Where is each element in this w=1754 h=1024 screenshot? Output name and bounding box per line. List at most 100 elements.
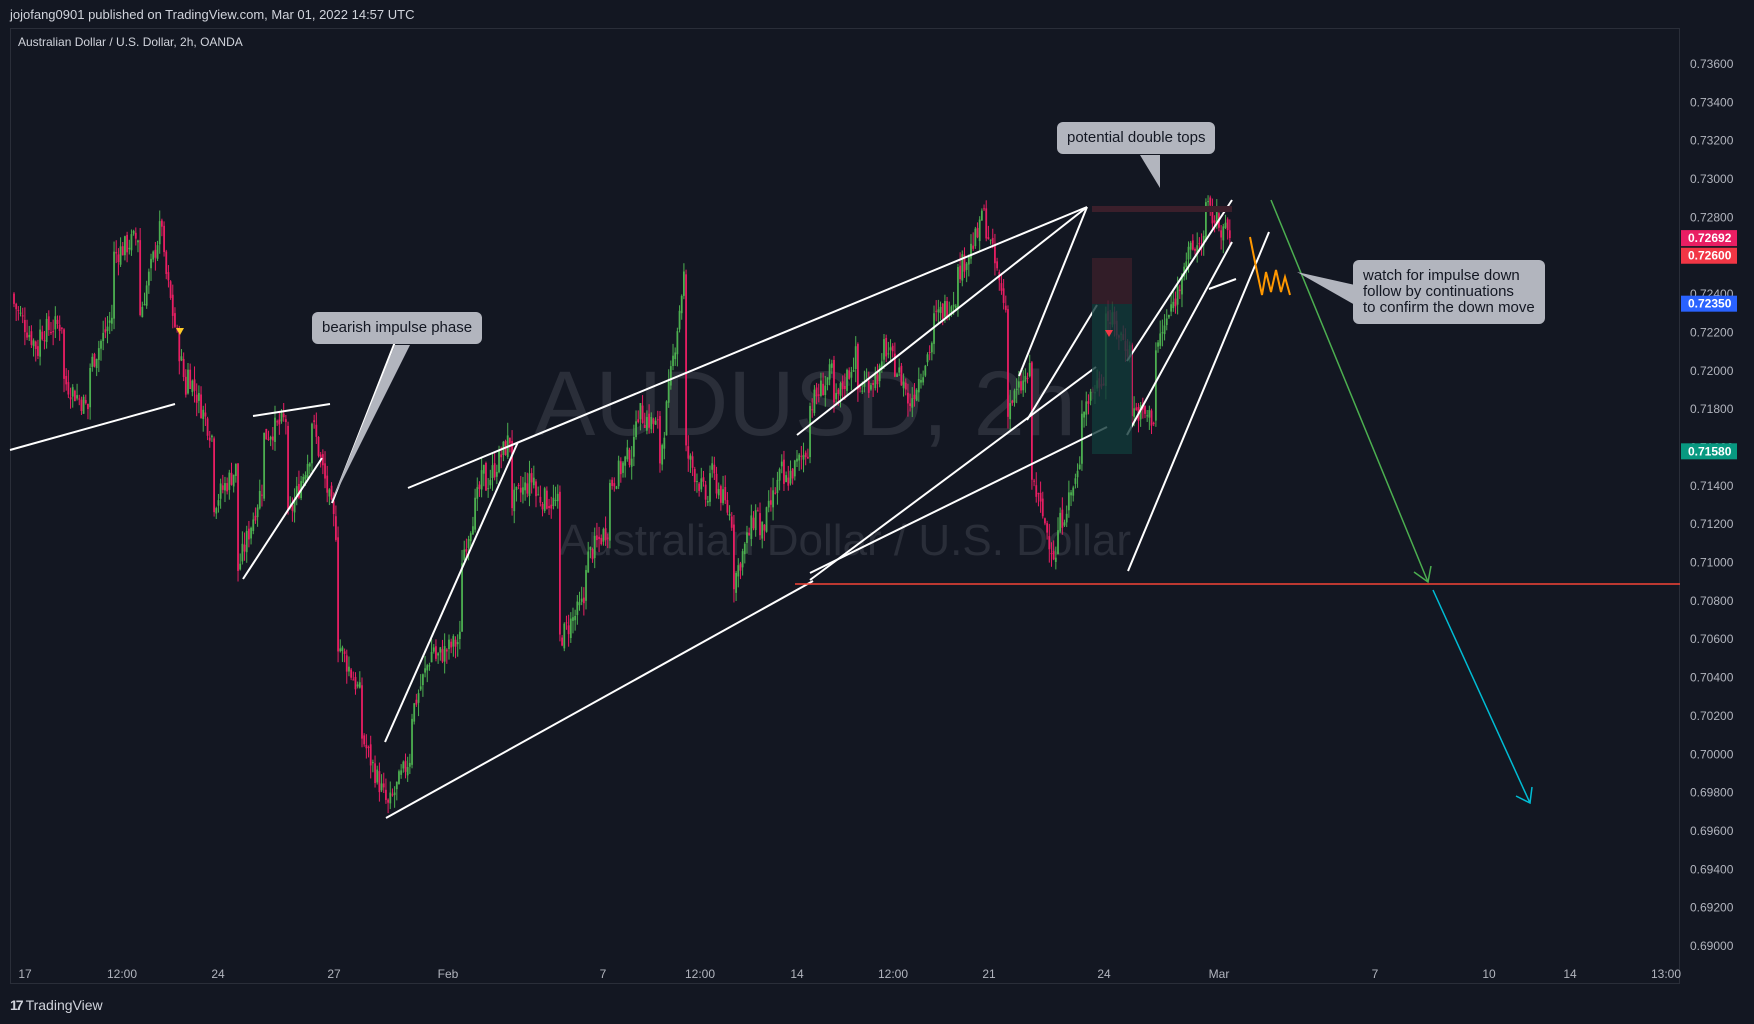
candle-body bbox=[130, 234, 133, 251]
candle-body bbox=[165, 251, 168, 274]
y-tick-label: 0.69600 bbox=[1690, 824, 1734, 838]
candle-body bbox=[863, 381, 866, 387]
candle-body bbox=[363, 735, 366, 745]
candle-body bbox=[961, 254, 964, 281]
candle-body bbox=[319, 454, 322, 457]
candle-body bbox=[143, 304, 146, 306]
candle-body bbox=[60, 327, 63, 329]
x-tick-label: 24 bbox=[211, 967, 225, 981]
candle-body bbox=[469, 533, 472, 542]
candle-body bbox=[861, 390, 864, 392]
candle-body bbox=[559, 491, 561, 635]
candle-body bbox=[408, 762, 411, 767]
candle-body bbox=[352, 679, 355, 681]
trendline bbox=[385, 580, 814, 819]
candle-body bbox=[609, 482, 611, 541]
candle-body bbox=[548, 506, 550, 509]
candle-body bbox=[476, 487, 479, 499]
candle-body bbox=[774, 492, 777, 494]
candle-body bbox=[939, 306, 942, 313]
candle-body bbox=[393, 792, 396, 796]
candle-body bbox=[519, 487, 522, 493]
candle-body bbox=[398, 771, 400, 785]
candle-body bbox=[426, 665, 429, 671]
trendline bbox=[407, 206, 1088, 489]
candle-body bbox=[250, 527, 252, 539]
candle-body bbox=[791, 468, 794, 479]
candle-body bbox=[1050, 553, 1053, 555]
candle-body bbox=[317, 436, 320, 456]
candle-body bbox=[802, 454, 805, 460]
candle-body bbox=[630, 458, 633, 467]
candle-body bbox=[683, 271, 685, 296]
candle-body bbox=[47, 316, 50, 330]
candle-body bbox=[139, 240, 142, 315]
x-tick-label: 13:00 bbox=[1651, 967, 1681, 981]
chart-frame[interactable] bbox=[10, 28, 1680, 984]
candle-body bbox=[224, 483, 226, 491]
y-tick-label: 0.71200 bbox=[1690, 517, 1734, 531]
candle-body bbox=[1044, 518, 1046, 524]
candle-body bbox=[959, 265, 962, 280]
callout-pointer-watch bbox=[1297, 272, 1355, 305]
candle-body bbox=[685, 274, 687, 446]
candle-body bbox=[67, 382, 70, 395]
candle-body bbox=[63, 329, 65, 379]
tradingview-logo-icon: 17 bbox=[10, 997, 24, 1013]
candle-body bbox=[702, 477, 705, 482]
legend-symbol: Australian Dollar / U.S. Dollar, 2h, OAN… bbox=[18, 35, 243, 49]
candle-body bbox=[1022, 380, 1025, 391]
candle-body bbox=[991, 237, 994, 244]
candle-body bbox=[1002, 288, 1005, 303]
trendline bbox=[1127, 231, 1270, 572]
candle-body bbox=[152, 251, 155, 260]
candle-body bbox=[371, 762, 374, 764]
candle-body bbox=[876, 374, 879, 385]
candle-body bbox=[84, 400, 87, 404]
candle-body bbox=[922, 377, 925, 383]
candle-body bbox=[1220, 230, 1223, 238]
candle-body bbox=[944, 301, 946, 317]
candle-body bbox=[435, 646, 437, 659]
candle-body bbox=[78, 398, 81, 400]
candle-body bbox=[994, 244, 996, 264]
candle-body bbox=[613, 483, 616, 487]
price-chart[interactable]: AUDUSD, 2h Australian Dollar / U.S. Doll… bbox=[0, 0, 1754, 992]
candle-body bbox=[1213, 220, 1216, 223]
candle-body bbox=[848, 370, 851, 379]
candle-body bbox=[110, 317, 113, 324]
candle-body bbox=[167, 272, 170, 281]
candle-body bbox=[972, 245, 975, 249]
candle-body bbox=[182, 358, 185, 377]
candle-body bbox=[787, 477, 790, 486]
candle-body bbox=[946, 301, 948, 317]
candle-body bbox=[1013, 390, 1016, 403]
candle-body bbox=[328, 489, 331, 497]
x-tick-label: 24 bbox=[1097, 967, 1111, 981]
candle-body bbox=[582, 597, 585, 604]
candle-body bbox=[820, 380, 822, 396]
candle-body bbox=[422, 674, 424, 686]
candle-body bbox=[839, 383, 842, 396]
candle-body bbox=[513, 489, 516, 512]
candle-body bbox=[37, 346, 39, 356]
candle-body bbox=[970, 243, 972, 259]
x-tick-label: 7 bbox=[1372, 967, 1379, 981]
y-tick-label: 0.70600 bbox=[1690, 632, 1734, 646]
arrow-green-head bbox=[1413, 565, 1432, 584]
candle-body bbox=[474, 497, 476, 530]
candle-body bbox=[108, 320, 111, 323]
candle-body bbox=[883, 339, 885, 360]
short-position-risk bbox=[1092, 258, 1132, 304]
candle-body bbox=[843, 386, 846, 390]
candle-body bbox=[417, 693, 420, 703]
candle-body bbox=[265, 428, 268, 440]
candle-body bbox=[280, 412, 283, 422]
candle-body bbox=[1078, 464, 1081, 470]
candle-body bbox=[750, 515, 753, 539]
tradingview-logo[interactable]: 17 TradingView bbox=[10, 997, 103, 1013]
candle-body bbox=[735, 572, 737, 593]
candle-body bbox=[626, 447, 629, 460]
candle-body bbox=[637, 419, 640, 422]
y-tick-label: 0.72000 bbox=[1690, 364, 1734, 378]
